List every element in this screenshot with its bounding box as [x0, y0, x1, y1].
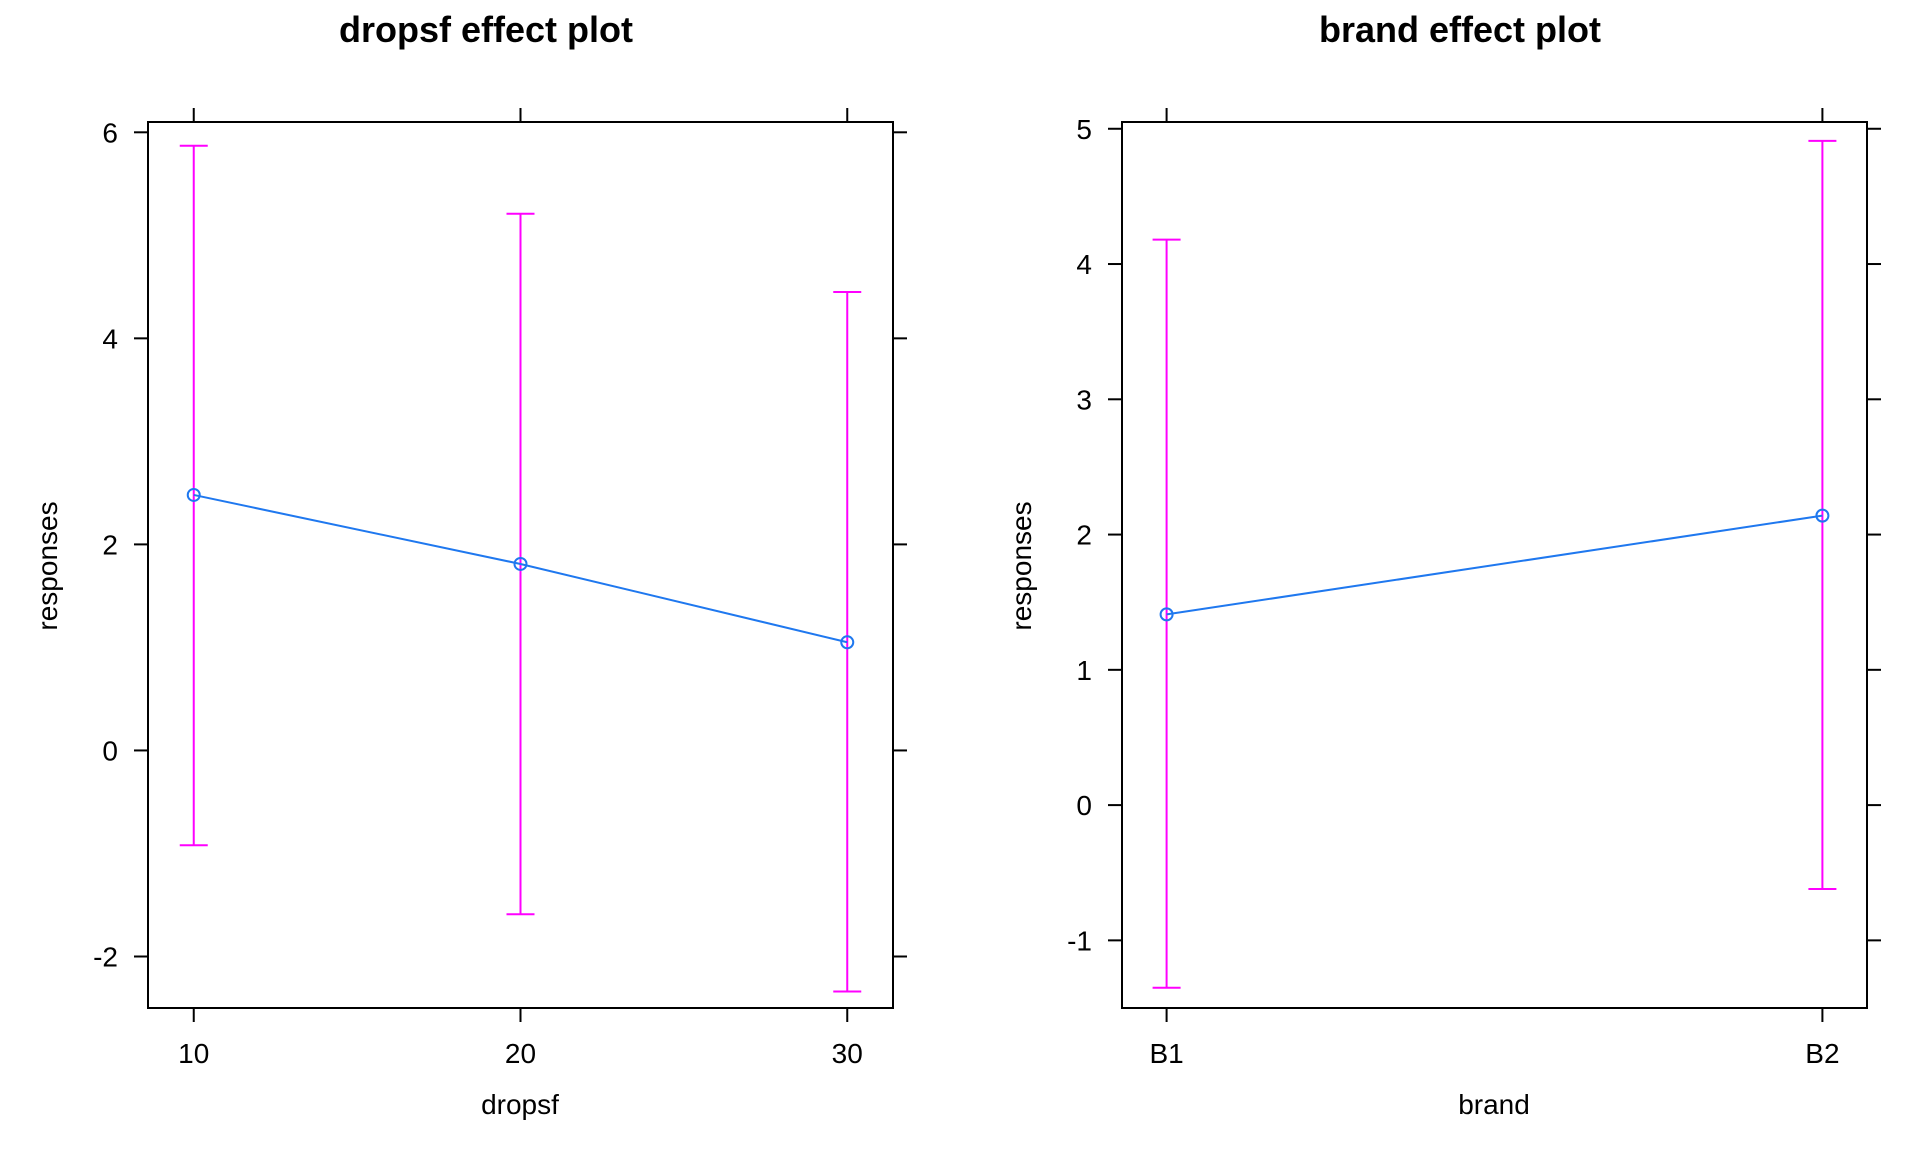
y-tick-label: 6 [102, 117, 118, 148]
data-point [840, 635, 855, 650]
y-tick-label: 0 [102, 735, 118, 766]
brand-effect-panel: brand effect plot brand responses 5 4 3 2 1 0… [1006, 9, 1881, 1120]
plot-marks: 5 4 3 2 1 0 -1 B1 B2 [1067, 108, 1881, 1069]
x-tick-label: B2 [1805, 1038, 1839, 1069]
y-tick-label: -1 [1067, 925, 1092, 956]
y-tick-label: 5 [1076, 114, 1092, 145]
y-tick-label: 3 [1076, 384, 1092, 415]
y-tick-label: 4 [102, 323, 118, 354]
data-point [186, 487, 201, 502]
x-axis-label: brand [1458, 1089, 1530, 1120]
x-tick-label: 20 [505, 1038, 536, 1069]
x-tick-label: B1 [1149, 1038, 1183, 1069]
x-tick-label: 10 [178, 1038, 209, 1069]
y-axis-label: responses [1006, 501, 1037, 630]
chart-title: dropsf effect plot [339, 9, 633, 50]
x-tick-label: 30 [832, 1038, 863, 1069]
y-tick-label: -2 [93, 941, 118, 972]
data-point [1815, 508, 1830, 523]
data-point [513, 556, 528, 571]
y-tick-label: 1 [1076, 655, 1092, 686]
y-axis-label: responses [32, 501, 63, 630]
y-tick-label: 2 [102, 529, 118, 560]
chart-title: brand effect plot [1319, 9, 1601, 50]
y-tick-label: 0 [1076, 790, 1092, 821]
fit-line [1166, 514, 1823, 616]
plot-frame [1121, 121, 1868, 1009]
fit-line [193, 493, 848, 644]
x-axis-label: dropsf [481, 1089, 559, 1120]
dropsf-effect-panel: dropsf effect plot dropsf responses 6420… [32, 9, 907, 1120]
y-tick-label: 2 [1076, 520, 1092, 551]
data-point [1159, 607, 1174, 622]
y-tick-label: 4 [1076, 249, 1092, 280]
